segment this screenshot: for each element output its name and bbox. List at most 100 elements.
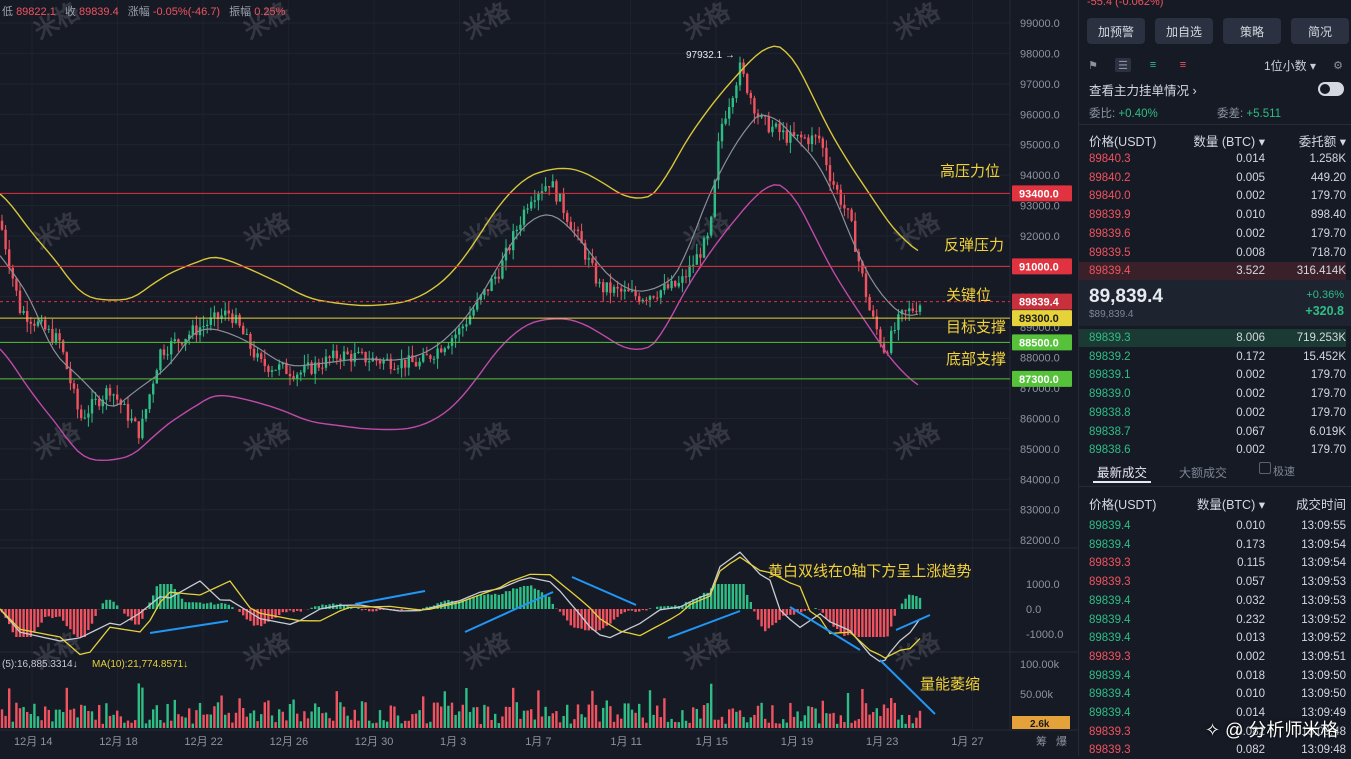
macd-bar — [804, 609, 806, 611]
fast-checkbox[interactable] — [1259, 462, 1271, 474]
candle-body — [98, 399, 100, 406]
volume-bar — [246, 717, 248, 728]
macd-bar — [264, 609, 266, 624]
volume-bar — [303, 711, 305, 728]
cell-amount: 13:09:50 — [1265, 688, 1346, 700]
volume-bar — [645, 723, 647, 728]
candle-body — [847, 208, 849, 209]
volume-bar — [458, 711, 460, 728]
candle-body — [800, 135, 802, 138]
macd-bar — [310, 608, 312, 609]
macd-annotation: 黄白双线在0轴下方呈上涨趋势 — [768, 560, 971, 581]
brand-at: @ — [1225, 720, 1243, 740]
chevron-right-icon: › — [1193, 84, 1197, 98]
cell-price: 89839.4 — [1089, 265, 1185, 277]
decimal-select[interactable]: 1位小数 ▾ — [1264, 57, 1316, 74]
settings-icon[interactable]: ⚙ — [1330, 58, 1346, 72]
watermark-brand: ✧ @ 分析师米格 — [1205, 716, 1338, 742]
volume-bar — [634, 713, 636, 728]
volume-bar — [343, 707, 345, 728]
header-amount[interactable]: 委托额 ▾ — [1265, 131, 1346, 150]
volume-bar — [256, 721, 258, 728]
cell-price: 89839.1 — [1089, 369, 1185, 381]
macd-bar — [876, 609, 878, 637]
asks-only-icon[interactable]: ≡ — [1175, 58, 1191, 72]
main-order-toggle[interactable] — [1318, 82, 1344, 96]
macd-bar — [289, 609, 291, 610]
candle-body — [253, 349, 255, 358]
candle-body — [274, 370, 276, 371]
macd-bar — [494, 594, 496, 609]
candle-body — [598, 282, 600, 283]
bids-only-icon[interactable]: ≡ — [1145, 58, 1161, 72]
ohlc-info: 低 89822.1 收 89839.4 涨幅 -0.05%(-46.7) 振幅 … — [2, 3, 291, 19]
candle-body — [472, 310, 474, 316]
tab-latest-trades[interactable]: 最新成交 — [1097, 462, 1147, 481]
volume-bar — [274, 722, 276, 728]
candle-body — [516, 230, 518, 231]
volume-bar — [843, 722, 845, 728]
volume-bar — [505, 707, 507, 728]
volume-bar — [818, 723, 820, 728]
candle-body — [620, 289, 622, 292]
cell-amount: 179.70 — [1265, 228, 1346, 240]
cell-price: 89840.3 — [1089, 153, 1185, 165]
volume-bar — [408, 721, 410, 728]
tab-large-trades[interactable]: 大额成交 — [1179, 464, 1227, 481]
candle-body — [739, 63, 741, 86]
volume-bar — [706, 703, 708, 728]
volume-bar — [62, 712, 64, 728]
price-chart[interactable]: 米格米格米格米格米格米格米格米格米格米格米格米格米格米格米格米格米格米格米格米格… — [0, 0, 1078, 756]
both-sides-icon[interactable]: ☰ — [1115, 58, 1131, 72]
flag-icon[interactable]: ⚑ — [1085, 58, 1101, 72]
watermark-text: 米格 — [890, 207, 946, 255]
watchlist-button[interactable]: 加自选 — [1155, 18, 1213, 44]
cell-price: 89839.6 — [1089, 228, 1185, 240]
cell-qty: 0.002 — [1185, 388, 1265, 400]
candle-body — [415, 362, 417, 366]
trades-header-qty[interactable]: 数量(BTC) ▾ — [1185, 494, 1265, 513]
main-order-link[interactable]: 查看主力挂单情况 › — [1089, 80, 1197, 99]
candle-body — [775, 124, 777, 127]
macd-bar — [541, 592, 543, 609]
macd-bar — [498, 595, 500, 609]
candle-body — [264, 359, 266, 366]
overview-button[interactable]: 简况 — [1291, 18, 1349, 44]
volume-bar — [570, 724, 572, 728]
candle-body — [48, 329, 50, 330]
volume-bar — [202, 715, 204, 728]
strategy-button[interactable]: 策略 — [1223, 18, 1281, 44]
header-qty[interactable]: 数量 (BTC) ▾ — [1185, 131, 1265, 150]
chart-canvas[interactable]: 米格米格米格米格米格米格米格米格米格米格米格米格米格米格米格米格米格米格米格米格… — [0, 0, 1078, 756]
date-axis-label: 1月 23 — [866, 736, 898, 748]
alert-button[interactable]: 加预警 — [1087, 18, 1145, 44]
cell-price: 89839.4 — [1089, 670, 1185, 682]
cell-qty: 0.002 — [1185, 369, 1265, 381]
volume-bar — [422, 696, 424, 728]
